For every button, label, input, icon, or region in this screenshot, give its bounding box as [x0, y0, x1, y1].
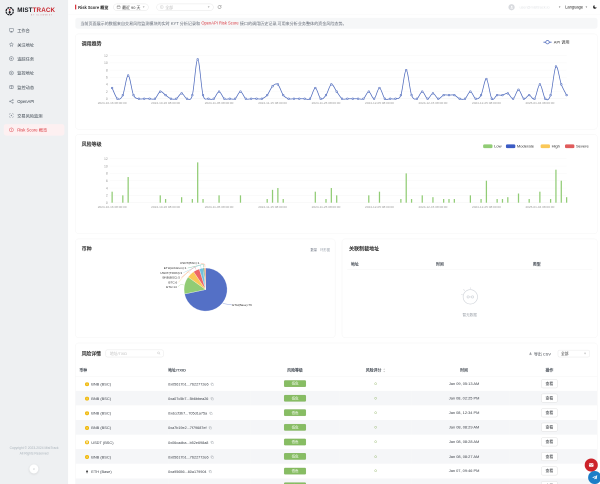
svg-text:2024-12-15 08:00:00: 2024-12-15 08:00:00: [419, 205, 448, 209]
svg-text:2024-10-26 08:00:00: 2024-10-26 08:00:00: [151, 101, 180, 105]
svg-text:0: 0: [106, 201, 108, 205]
svg-text:4: 4: [106, 83, 108, 87]
svg-text:12: 12: [104, 157, 108, 161]
svg-text:ETH:14: ETH:14: [166, 285, 177, 289]
svg-text:Moderate: Moderate: [517, 144, 535, 149]
svg-text:2024-11-15 08:00:00: 2024-11-15 08:00:00: [258, 205, 287, 209]
svg-text:2024-12-05 08:00:00: 2024-12-05 08:00:00: [365, 101, 394, 105]
svg-text:10: 10: [104, 61, 108, 65]
svg-text:8: 8: [106, 68, 108, 72]
svg-text:12: 12: [104, 54, 108, 58]
svg-text:2025-01-04 08:00:00: 2025-01-04 08:00:00: [525, 205, 554, 209]
svg-text:2024-12-25 08:00:00: 2024-12-25 08:00:00: [472, 101, 501, 105]
svg-text:2: 2: [106, 194, 108, 198]
svg-text:2024-11-05 08:00:00: 2024-11-05 08:00:00: [205, 101, 234, 105]
svg-text:2024-10-16 08:00:00: 2024-10-16 08:00:00: [98, 205, 127, 209]
svg-text:Low: Low: [494, 144, 502, 149]
svg-text:2024-11-25 08:00:00: 2024-11-25 08:00:00: [312, 205, 341, 209]
svg-text:Severe: Severe: [576, 144, 590, 149]
svg-text:2024-12-15 08:00:00: 2024-12-15 08:00:00: [419, 101, 448, 105]
svg-text:2024-12-05 08:00:00: 2024-12-05 08:00:00: [365, 205, 394, 209]
svg-text:USDT(TRON):3: USDT(TRON):3: [160, 271, 182, 275]
svg-text:2024-11-15 08:00:00: 2024-11-15 08:00:00: [258, 101, 287, 105]
svg-text:High: High: [552, 144, 560, 149]
svg-text:USDT(BSC):1: USDT(BSC):1: [180, 261, 200, 265]
svg-text:2024-12-25 08:00:00: 2024-12-25 08:00:00: [472, 205, 501, 209]
svg-text:2024-11-25 08:00:00: 2024-11-25 08:00:00: [312, 101, 341, 105]
svg-text:BTC:6: BTC:6: [168, 280, 177, 284]
svg-text:4: 4: [106, 186, 108, 190]
svg-text:2025-01-04 08:00:00: 2025-01-04 08:00:00: [525, 101, 554, 105]
svg-text:6: 6: [106, 179, 108, 183]
svg-text:BNB(BSC):5: BNB(BSC):5: [162, 276, 180, 280]
svg-text:10: 10: [104, 164, 108, 168]
svg-text:2024-10-16 08:00:00: 2024-10-16 08:00:00: [98, 101, 127, 105]
svg-text:2024-10-26 08:00:00: 2024-10-26 08:00:00: [151, 205, 180, 209]
svg-text:ETH(Base):76: ETH(Base):76: [232, 303, 252, 307]
svg-text:API 调用: API 调用: [554, 39, 570, 45]
svg-text:6: 6: [106, 76, 108, 80]
svg-text:8: 8: [106, 172, 108, 176]
svg-text:ETH(Arbitrum):1: ETH(Arbitrum):1: [164, 266, 187, 270]
svg-text:0: 0: [106, 97, 108, 101]
svg-text:2: 2: [106, 90, 108, 94]
svg-text:2024-11-05 08:00:00: 2024-11-05 08:00:00: [205, 205, 234, 209]
